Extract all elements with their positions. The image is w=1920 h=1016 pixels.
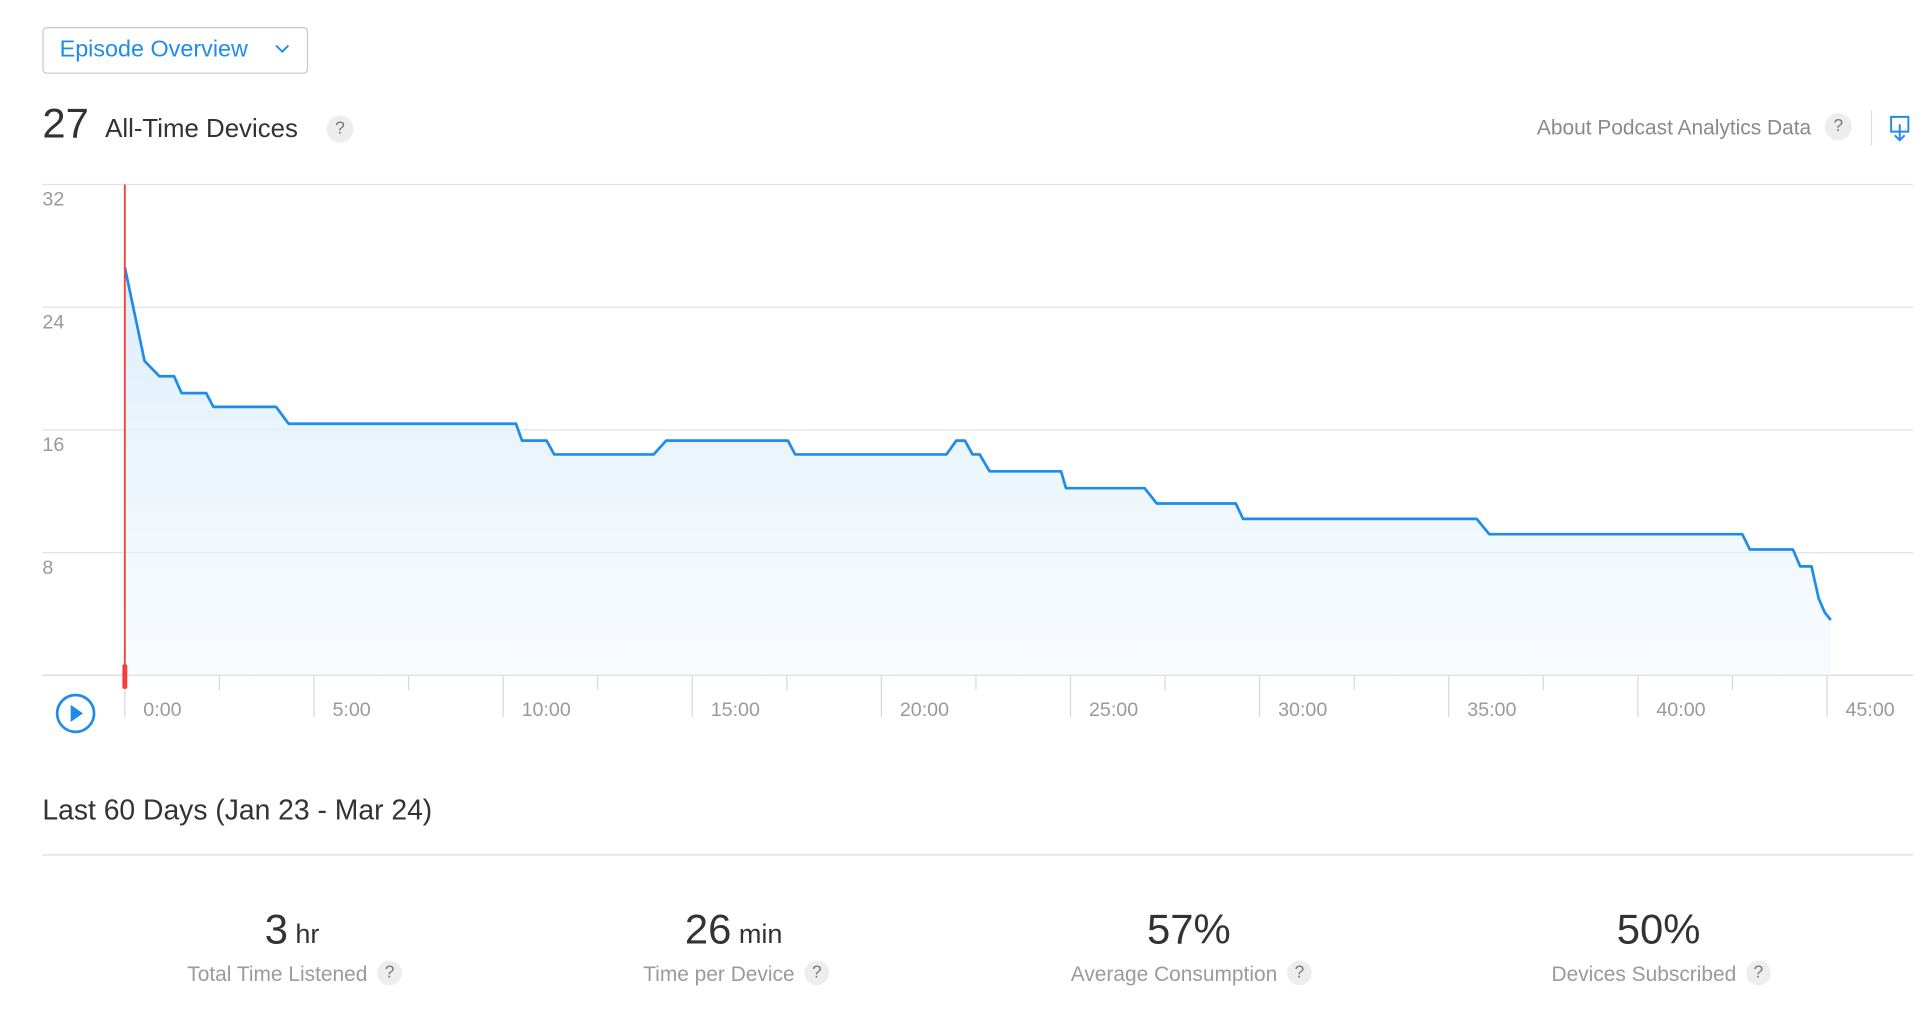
- help-icon[interactable]: [377, 960, 402, 986]
- download-icon[interactable]: [1890, 115, 1910, 142]
- help-text[interactable]: ?: [1833, 115, 1843, 135]
- dropdown[interactable]: Episode Overview: [42, 27, 309, 74]
- period-title: Last 60 Days (Jan 23 - Mar 24): [42, 793, 432, 825]
- y-tick-label: 8: [42, 557, 53, 579]
- x-tick-label: 15:00: [711, 699, 760, 721]
- help-icon[interactable]: [1287, 960, 1312, 986]
- line: [123, 267, 1832, 621]
- area: [124, 267, 1831, 676]
- stat-unit: min: [739, 919, 783, 949]
- stat-label: Total Time Listened: [187, 963, 367, 986]
- help-text[interactable]: ?: [385, 961, 395, 981]
- play-triangle[interactable]: [70, 704, 83, 723]
- help-icon[interactable]: [1746, 960, 1771, 986]
- help-text[interactable]: ?: [1754, 961, 1764, 981]
- help-icon[interactable]: [804, 960, 830, 986]
- stat-value: 26 min: [685, 905, 782, 952]
- stat-label: Time per Device: [643, 963, 794, 986]
- stat-number: 26: [685, 905, 732, 952]
- stat-label: Average Consumption: [1071, 963, 1277, 986]
- x-tick-label: 0:00: [143, 699, 181, 721]
- x-tick-label: 40:00: [1656, 699, 1705, 721]
- y-tick-label: 16: [42, 434, 64, 456]
- stat-number: 57%: [1147, 905, 1231, 952]
- device-label: All-Time Devices: [105, 115, 298, 143]
- dropdown-label[interactable]: Episode Overview: [60, 36, 248, 62]
- playhead-handle[interactable]: [122, 664, 128, 689]
- stat-unit: hr: [295, 919, 319, 949]
- x-tick-label: 20:00: [900, 699, 949, 721]
- chart: 8 16 24 32 0:00 5:00 10:00 15:00 20:00 25:00 30:00…: [42, 183, 1914, 721]
- x-tick-label: 35:00: [1467, 699, 1516, 721]
- x-tick-label: 30:00: [1278, 699, 1327, 721]
- y-tick-label: 24: [42, 311, 64, 333]
- help-text[interactable]: ?: [812, 961, 822, 981]
- x-tick-label: 45:00: [1845, 699, 1894, 721]
- stat-value: 57%: [1147, 905, 1231, 952]
- stat-number: 50%: [1617, 905, 1701, 952]
- stats: 3 hr Total Time Listened ? 26 min Time per Dev…: [187, 905, 1771, 986]
- help-text[interactable]: ?: [335, 118, 345, 138]
- x-tick-label: 10:00: [522, 699, 571, 721]
- stat-value: 50%: [1617, 905, 1701, 952]
- stat-number: 3: [265, 905, 288, 952]
- help-icon[interactable]: [326, 115, 354, 143]
- y-tick-label: 32: [42, 189, 64, 211]
- help-icon[interactable]: [1824, 113, 1852, 141]
- about-link[interactable]: About Podcast Analytics Data: [1537, 117, 1812, 140]
- x-tick-label: 5:00: [332, 699, 370, 721]
- x-tick-label: 25:00: [1089, 699, 1138, 721]
- play-button[interactable]: [55, 693, 96, 734]
- chevron[interactable]: [275, 44, 290, 54]
- download-glyph[interactable]: [1890, 115, 1910, 142]
- stat-value: 3 hr: [265, 905, 320, 952]
- dropdown-box[interactable]: [42, 27, 309, 74]
- stat-label: Devices Subscribed: [1552, 963, 1737, 986]
- help-text[interactable]: ?: [1295, 961, 1305, 981]
- device-count: 27: [42, 100, 89, 147]
